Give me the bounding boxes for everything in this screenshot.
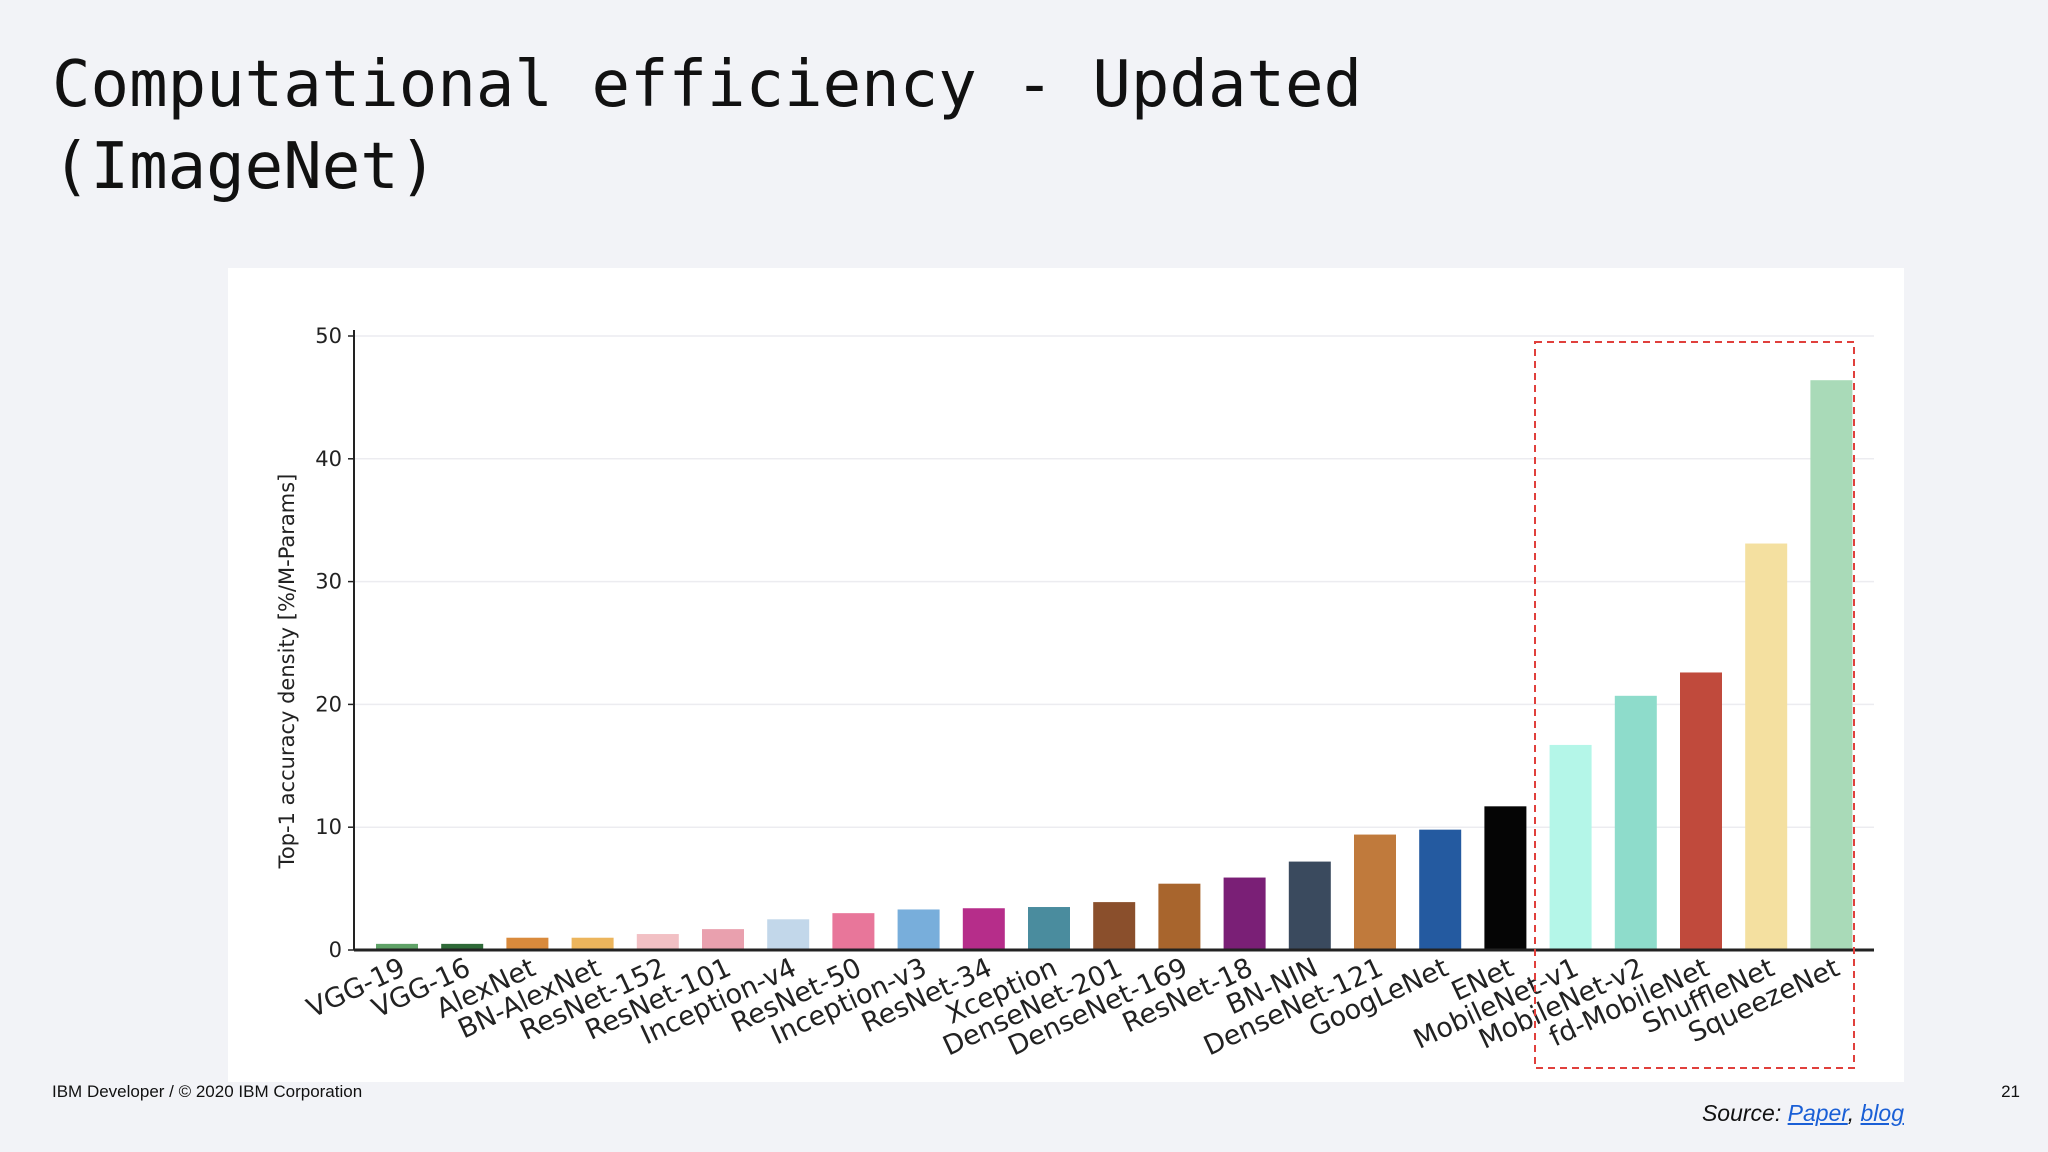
y-tick-label: 30 (315, 570, 342, 594)
bar-resnet-34 (962, 908, 1005, 950)
y-tick-label: 50 (315, 324, 342, 348)
bar-inception-v3 (897, 909, 940, 950)
bar-alexnet (506, 937, 549, 950)
y-axis-label: Top-1 accuracy density [%/M-Params] (275, 474, 299, 870)
bar-resnet-18 (1223, 877, 1266, 950)
slide-title: Computational efficiency - Updated (Imag… (52, 48, 1363, 204)
bar-shufflenet (1745, 543, 1788, 950)
bar-densenet-201 (1093, 902, 1136, 950)
bar-bn-alexnet (571, 937, 614, 950)
bar-resnet-50 (832, 913, 875, 950)
bar-enet (1484, 806, 1527, 950)
page-number: 21 (2001, 1082, 2020, 1101)
bar-inception-v4 (767, 919, 810, 950)
bar-bn-nin (1288, 861, 1331, 950)
source-link-paper[interactable]: Paper (1787, 1100, 1848, 1126)
bar-resnet-152 (636, 934, 679, 950)
bar-densenet-121 (1354, 834, 1396, 950)
bar-vgg-19 (376, 943, 418, 950)
y-tick-label: 20 (315, 692, 342, 716)
y-tick-label: 0 (329, 938, 342, 962)
bar-googlenet (1419, 829, 1462, 950)
source-line: Source: Paper, blog (1702, 1100, 1904, 1127)
source-link-blog[interactable]: blog (1860, 1100, 1904, 1126)
bar-densenet-169 (1158, 883, 1201, 950)
y-tick-label: 40 (315, 447, 342, 471)
chart-panel: 0 10 20 30 40 50 VGG-19 VGG-16 AlexNet BN-AlexNet… (228, 268, 1904, 1082)
source-label: Source: (1701, 1100, 1782, 1126)
bar-chart: 01020304050VGG-19VGG-16AlexNetBN-AlexNet… (275, 324, 1874, 1069)
source-separator: , (1847, 1100, 1861, 1126)
bar-vgg-16 (441, 943, 484, 950)
y-tick-label: 10 (315, 815, 342, 839)
highlight-box (1534, 341, 1855, 1069)
bar-mobilenet-v1 (1549, 744, 1592, 950)
bar-resnet-101 (702, 929, 744, 950)
footer-copyright: IBM Developer / © 2020 IBM Corporation (52, 1082, 363, 1101)
bar-fd-mobilenet (1680, 672, 1722, 950)
bar-xception (1028, 907, 1070, 950)
bar-squeezenet (1810, 380, 1853, 950)
bar-mobilenet-v2 (1614, 695, 1657, 950)
